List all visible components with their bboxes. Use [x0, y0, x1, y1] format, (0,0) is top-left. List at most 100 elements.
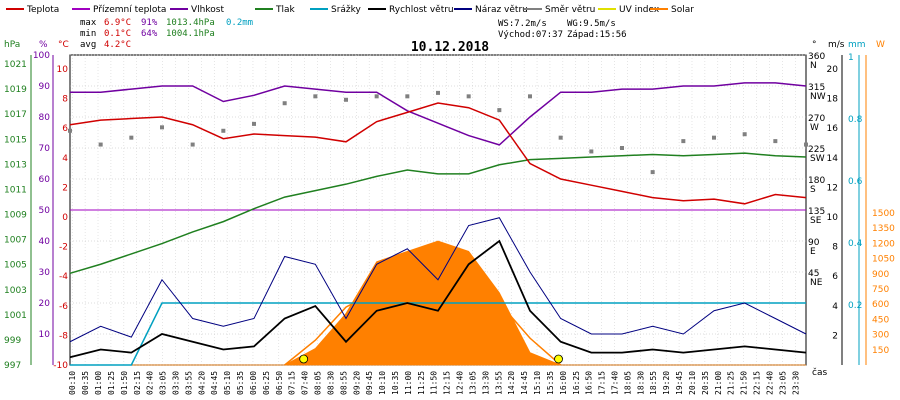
x-tick-label: 04:45 — [210, 371, 219, 395]
x-tick-label: 12:40 — [456, 371, 465, 395]
ws-value: WS:7.2m/s — [498, 19, 547, 29]
x-tick-label: 01:50 — [120, 371, 129, 395]
x-tick-label: 18:55 — [649, 371, 658, 395]
wind-dir-point — [620, 146, 624, 150]
grid — [70, 54, 806, 366]
x-tick-label: 23:05 — [778, 371, 787, 395]
ms-tick-label: 20 — [827, 65, 839, 75]
x-tick-label: 11:50 — [430, 371, 439, 395]
wind-dir-point — [68, 128, 72, 133]
wind-dir-point — [712, 135, 716, 140]
x-tick-label: 13:30 — [481, 371, 490, 395]
ms-tick-label: 14 — [827, 154, 839, 164]
mm-tick-label: 0.4 — [848, 239, 863, 249]
dir-tick-label: 90 — [808, 238, 820, 248]
w-tick-label: 1500 — [872, 209, 895, 219]
x-tick-label: 05:10 — [223, 371, 232, 395]
x-tick-label: 20:35 — [701, 371, 710, 395]
ms-unit: m/s — [828, 40, 845, 50]
pct-unit: % — [39, 40, 48, 50]
mm-tick-label: 0.2 — [848, 301, 862, 311]
temp-tick-label: -6 — [59, 302, 68, 312]
max-press: 1013.4hPa — [166, 18, 215, 28]
x-tick-label: 19:45 — [675, 371, 684, 395]
hpa-tick-label: 1005 — [4, 261, 27, 271]
legend-label-7: Směr větru — [545, 5, 595, 15]
info-block: WS:7.2m/s WG:9.5m/s Východ:07:37 Západ:1… — [498, 19, 627, 40]
x-tick-label: 10:10 — [378, 371, 387, 395]
hpa-tick-label: 997 — [4, 361, 21, 371]
wind-dir-point — [405, 94, 410, 99]
ms-tick-label: 16 — [827, 124, 839, 134]
min-hum: 64% — [141, 29, 158, 39]
x-tick-label: 07:40 — [301, 371, 310, 395]
wind-dir-point — [742, 132, 747, 137]
x-tick-label: 09:20 — [352, 371, 361, 395]
w-tick-label: 1050 — [872, 255, 895, 265]
x-tick-label: 15:10 — [533, 371, 542, 395]
legend: Teplota Přízemní teplota Vlhkost Tlak Srážky… — [6, 5, 694, 15]
max-temp: 6.9°C — [104, 18, 131, 28]
pct-tick-label: 70 — [39, 144, 51, 154]
stats-block: max 6.9°C 91% 1013.4hPa 0.2mm min 0.1°C … — [80, 18, 253, 50]
x-tick-label: 17:40 — [611, 371, 620, 395]
pct-tick-label: 10 — [39, 330, 51, 340]
legend-label-4: Srážky — [331, 5, 362, 15]
hpa-tick-label: 1007 — [4, 236, 27, 246]
x-tick-label: 11:00 — [404, 371, 413, 395]
wind-dir-point — [528, 94, 532, 99]
wind-dir-point — [221, 128, 226, 133]
hpa-tick-label: 1001 — [4, 311, 27, 321]
temp-tick-label: 6 — [62, 124, 68, 134]
x-tick-label: 21:25 — [727, 371, 736, 395]
x-tick-label: 06:00 — [249, 371, 258, 395]
pct-tick-label: 40 — [39, 237, 51, 247]
temp-tick-label: 2 — [62, 183, 68, 193]
temp-tick-label: -8 — [59, 331, 68, 341]
mm-tick-label: 1 — [848, 53, 854, 63]
hpa-tick-label: 1019 — [4, 85, 27, 95]
x-tick-label: 14:20 — [507, 371, 516, 395]
sunrise-value: Východ:07:37 — [498, 30, 563, 40]
dir-tick-label: 360 — [808, 52, 825, 62]
x-tick-label: 04:20 — [197, 371, 206, 395]
x-tick-label: 13:55 — [494, 371, 503, 395]
wind-dir-point — [650, 170, 655, 175]
dir-tick-label: 270 — [808, 114, 825, 124]
wind-dir-point — [190, 142, 195, 147]
axes: 1021101910171015101310111009100710051003… — [4, 51, 895, 371]
x-tick-label: 05:35 — [236, 371, 245, 395]
legend-label-9: Solar — [671, 5, 694, 15]
x-tick-label: 06:25 — [262, 371, 271, 395]
ms-tick-label: 18 — [827, 95, 839, 105]
w-tick-label: 600 — [872, 300, 889, 310]
temp-tick-label: 4 — [62, 154, 68, 164]
wind-dir-point — [344, 97, 348, 102]
sunrise-marker — [299, 354, 309, 364]
x-tick-label: 22:40 — [765, 371, 774, 395]
max-label: max — [80, 18, 97, 28]
rain-line — [70, 302, 806, 366]
x-tick-label: 03:05 — [159, 371, 168, 395]
wind-dir-point — [773, 139, 778, 144]
wind-dir-point — [558, 135, 563, 140]
pct-tick-label: 100 — [33, 51, 50, 61]
x-tick-label: 02:40 — [146, 371, 155, 395]
x-tick-label: 09:45 — [365, 371, 374, 395]
hpa-tick-label: 1009 — [4, 211, 27, 221]
x-tick-label: 07:15 — [288, 371, 297, 395]
pct-tick-label: 30 — [39, 268, 51, 278]
pct-tick-label: 20 — [39, 299, 51, 309]
x-tick-label: 18:30 — [636, 371, 645, 395]
hpa-tick-label: 1011 — [4, 185, 27, 195]
x-tick-label: 16:50 — [585, 371, 594, 395]
chart-title: 10.12.2018 — [411, 40, 489, 55]
dir-name-label: SE — [810, 216, 822, 226]
ms-tick-label: 8 — [832, 243, 838, 253]
ms-tick-label: 6 — [832, 272, 838, 282]
x-tick-label: 08:55 — [339, 371, 348, 395]
x-tick-label: 06:50 — [275, 371, 284, 395]
x-tick-label: 00:10 — [68, 371, 77, 395]
x-axis-label: čas — [812, 367, 827, 378]
